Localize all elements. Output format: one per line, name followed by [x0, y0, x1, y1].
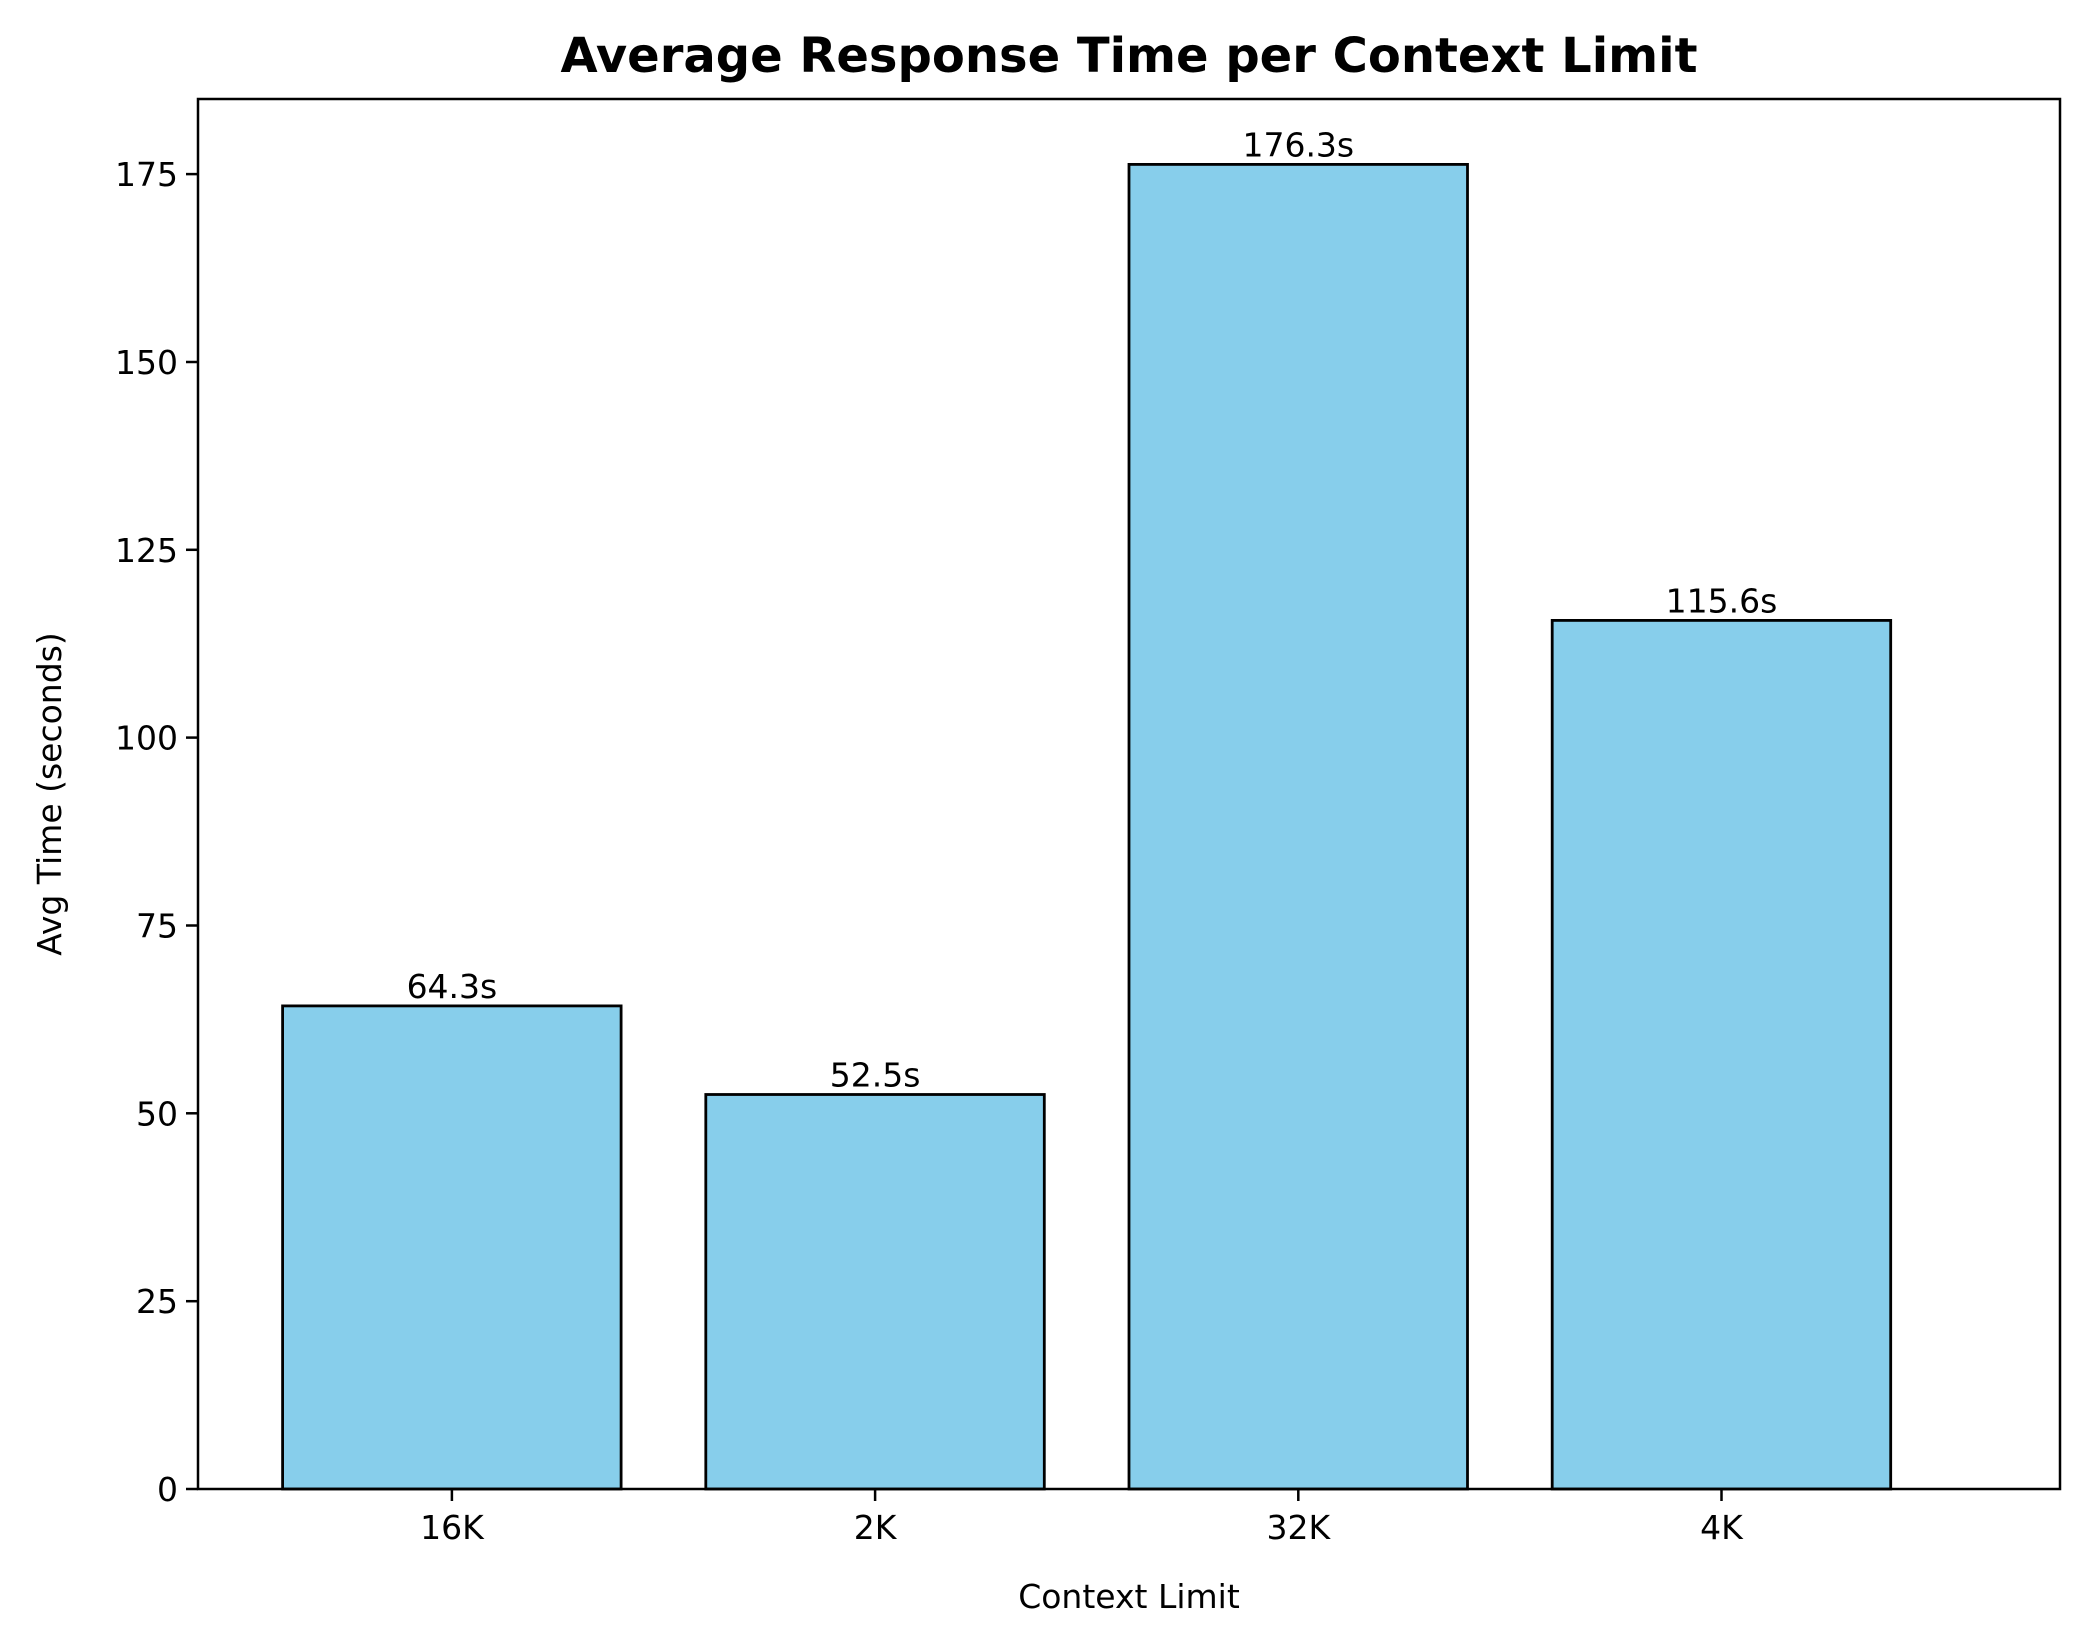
- x-axis-label: Context Limit: [1018, 1577, 1240, 1616]
- y-tick-label-125: 125: [115, 531, 178, 570]
- plot-frame: [196, 97, 2062, 1491]
- y-tick-label-25: 25: [136, 1282, 178, 1321]
- bar-4k: [1550, 619, 1893, 1491]
- x-tick-label-4k: 4K: [1700, 1508, 1744, 1547]
- y-tick-label-150: 150: [115, 343, 178, 382]
- y-axis-label: Avg Time (seconds): [30, 632, 69, 956]
- bar-16k: [281, 1004, 623, 1491]
- y-tick-label-50: 50: [136, 1094, 178, 1133]
- data-label-32k: 176.3s: [1242, 125, 1354, 164]
- x-tick-label-16k: 16K: [420, 1508, 485, 1547]
- data-label-4k: 115.6s: [1666, 581, 1778, 620]
- data-label-16k: 64.3s: [407, 967, 498, 1006]
- bar-2k: [704, 1093, 1046, 1491]
- bar-32k: [1127, 162, 1469, 1491]
- data-label-2k: 52.5s: [830, 1056, 921, 1095]
- y-tick-label-0: 0: [157, 1470, 178, 1509]
- ticks-layer: 16K 2K 32K 4K 0 25 50 75 100 125 150 175: [115, 155, 1744, 1547]
- chart-title: Average Response Time per Context Limit: [560, 28, 1697, 84]
- bars-layer: 64.3s 52.5s 176.3s 115.6s: [281, 125, 1893, 1491]
- y-tick-label-100: 100: [115, 719, 178, 758]
- y-tick-label-75: 75: [136, 907, 178, 946]
- x-tick-label-2k: 2K: [854, 1508, 898, 1547]
- x-tick-label-32k: 32K: [1266, 1508, 1331, 1547]
- y-tick-label-175: 175: [115, 155, 178, 194]
